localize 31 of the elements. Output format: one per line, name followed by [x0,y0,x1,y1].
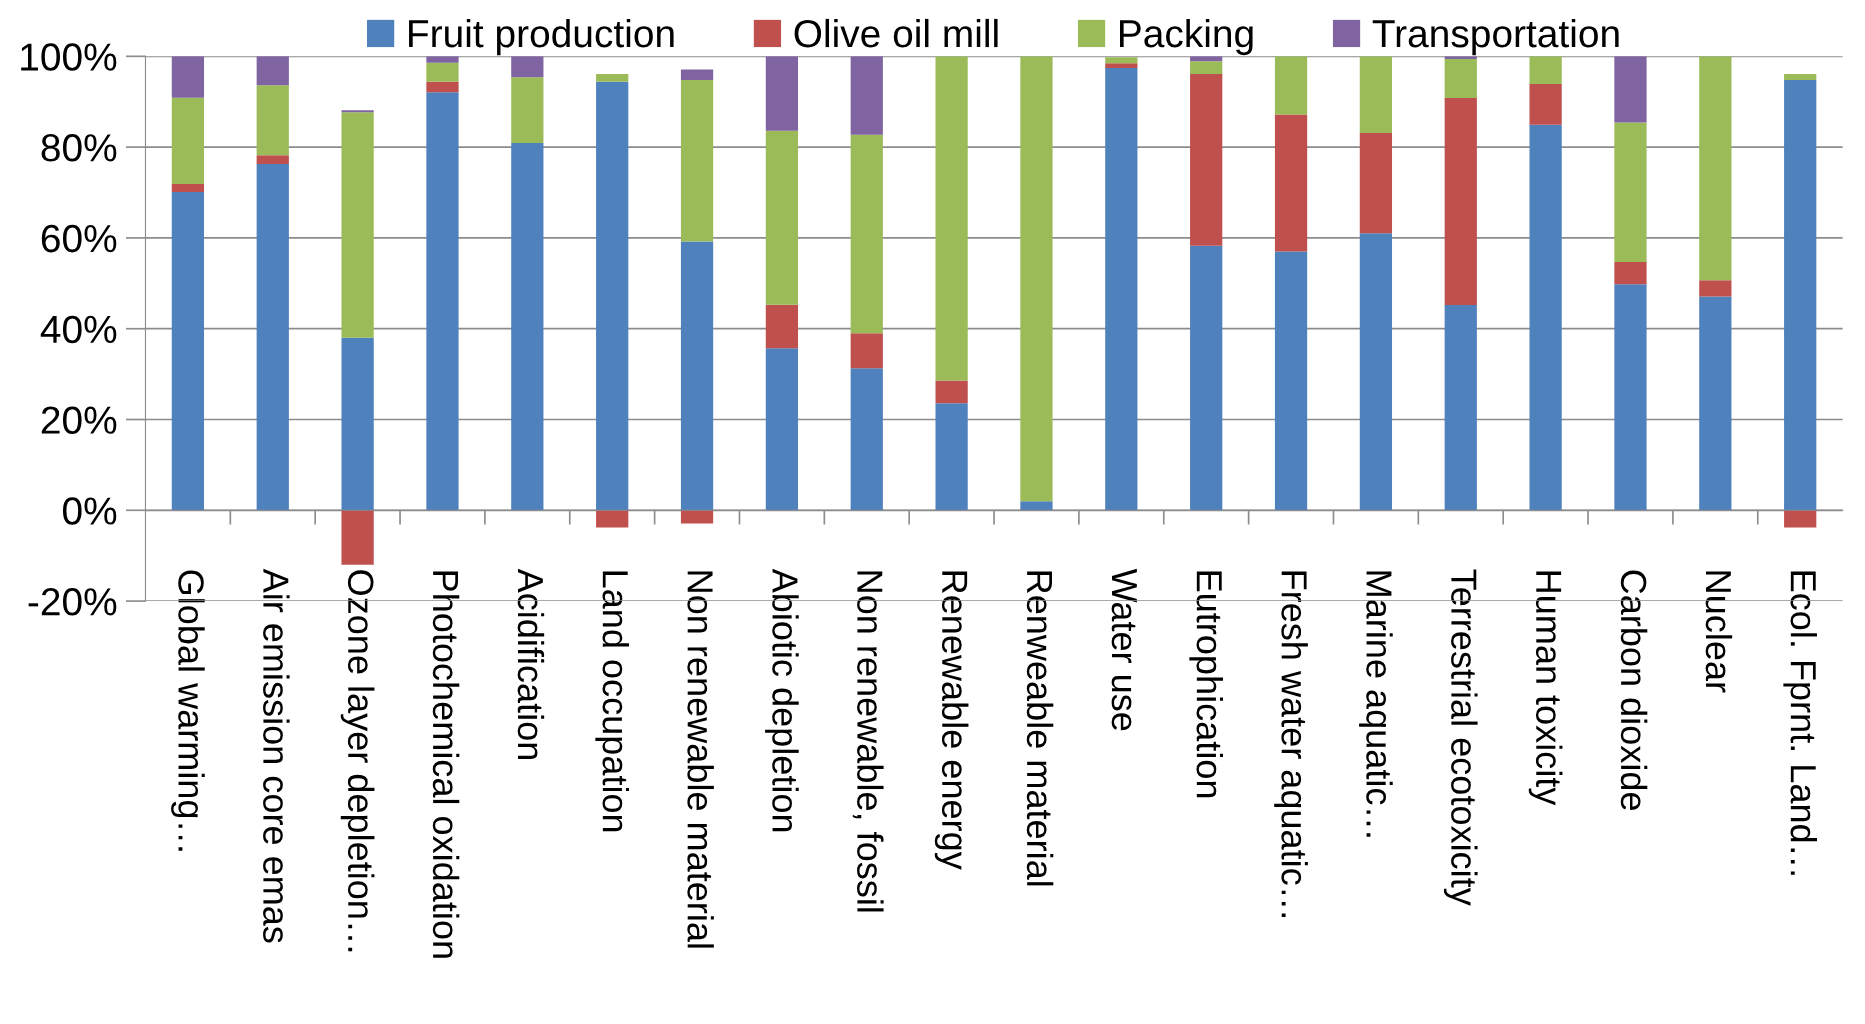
x-tick-label: Non renewable, fossil [852,571,884,912]
x-tick-label: Renweable material [1026,571,1054,886]
x-tick-label: Non renewable material [687,571,714,948]
legend-label: Packing [1120,18,1253,56]
y-tick-label: 20% [41,406,117,434]
x-tick-label: Abiotic depletion [765,568,799,832]
x-tick-label: Acidification [517,568,545,759]
x-tick-label: Photochemical oxidation [432,571,460,958]
x-tick-label: Land occupation [595,571,630,832]
y-tick-label: 80% [41,134,117,162]
y-tick-label: -20% [28,588,117,616]
y-tick-label: 40% [40,315,117,344]
legend-label: Transportation [1372,18,1619,56]
y-tick-label: 100% [21,43,117,71]
x-tick-label: Global warming… [171,570,205,851]
x-tick-label: Ecol. Fprnt. Land… [1783,571,1818,875]
x-tick-label: Eutrophication [1189,571,1224,798]
x-tick-label: Fresh water aquatic… [1274,571,1308,917]
x-tick-label: Water use [1111,568,1137,731]
x-tick-label: Air emission core emas [263,568,290,943]
y-tick-label: 0% [63,497,117,525]
x-tick-label: Terrestrial ecotoxicity [1443,569,1478,906]
x-tick-label: Carbon dioxide [1620,570,1648,810]
x-tick-label: Nuclear [1705,571,1733,693]
legend-label: Olive oil mill [794,18,998,48]
x-tick-label: Renewable energy [934,571,969,870]
y-tick-label: 60% [41,224,117,253]
x-tick-label: Ozone layer depletion… [340,570,375,952]
x-tick-label: Human toxicity [1528,571,1563,806]
legend-label: Fruit production [409,18,674,56]
x-tick-label: Marine aquatic… [1359,571,1393,837]
